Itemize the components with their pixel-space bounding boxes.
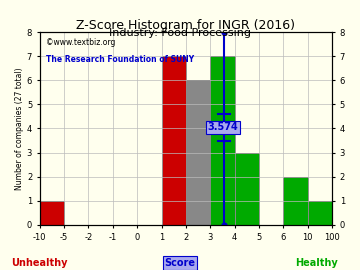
Title: Z-Score Histogram for INGR (2016): Z-Score Histogram for INGR (2016)	[76, 19, 296, 32]
Text: ©www.textbiz.org: ©www.textbiz.org	[46, 38, 115, 47]
Text: The Research Foundation of SUNY: The Research Foundation of SUNY	[46, 55, 194, 64]
Bar	[40, 201, 64, 225]
Bar	[162, 56, 186, 225]
Text: Industry: Food Processing: Industry: Food Processing	[109, 28, 251, 38]
Bar	[283, 177, 308, 225]
Text: Healthy: Healthy	[296, 258, 338, 268]
Text: Score: Score	[165, 258, 195, 268]
Text: 3.574: 3.574	[208, 122, 238, 132]
Bar	[210, 56, 235, 225]
Text: Unhealthy: Unhealthy	[12, 258, 68, 268]
Y-axis label: Number of companies (27 total): Number of companies (27 total)	[15, 67, 24, 190]
Bar	[308, 201, 332, 225]
Bar	[235, 153, 259, 225]
Bar	[186, 80, 210, 225]
